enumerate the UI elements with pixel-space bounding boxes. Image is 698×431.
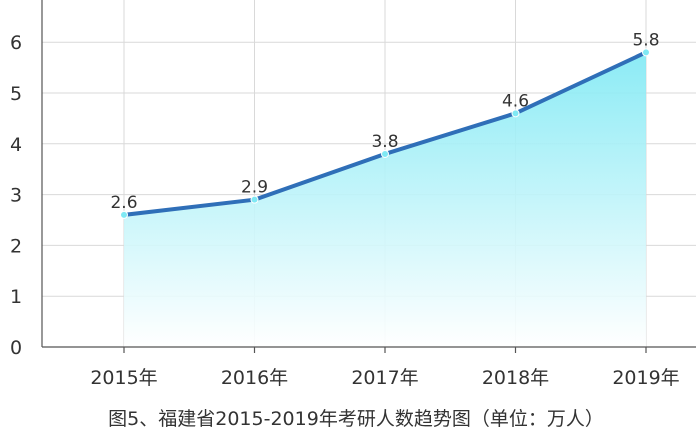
x-tick-label: 2015年	[90, 367, 157, 389]
data-point	[250, 195, 259, 204]
area-layer	[124, 52, 646, 348]
y-tick-label: 3	[10, 185, 22, 207]
y-tick-label: 5	[10, 83, 22, 105]
x-tick-label: 2019年	[612, 367, 679, 389]
y-tick-label: 1	[10, 286, 22, 308]
data-point	[642, 48, 650, 57]
data-point	[120, 210, 128, 219]
y-tick-label: 4	[10, 134, 22, 156]
x-tick-label: 2016年	[221, 367, 288, 389]
axes	[41, 0, 696, 353]
y-tick-label: 6	[10, 32, 22, 54]
data-label: 2.9	[241, 178, 268, 198]
area-fill	[124, 52, 646, 348]
data-label: 2.6	[110, 193, 137, 213]
x-tick-label: 2017年	[351, 367, 418, 389]
line-layer	[120, 48, 650, 219]
labels: 0 1 2 3 4 5 6 2.6 2.9 3.8 4.6 5.8 2015年 2016年 2017年 201…	[10, 30, 680, 389]
data-label: 4.6	[502, 91, 529, 111]
y-tick-label: 2	[10, 235, 22, 257]
chart-caption: 图5、福建省2015-2019年考研人数趋势图（单位：万人）	[108, 408, 604, 430]
data-point	[381, 149, 389, 158]
data-point	[511, 109, 520, 118]
y-tick-label: 0	[10, 337, 22, 359]
data-label: 5.8	[632, 30, 659, 50]
data-label: 3.8	[371, 132, 398, 152]
x-tick-label: 2018年	[482, 367, 549, 389]
